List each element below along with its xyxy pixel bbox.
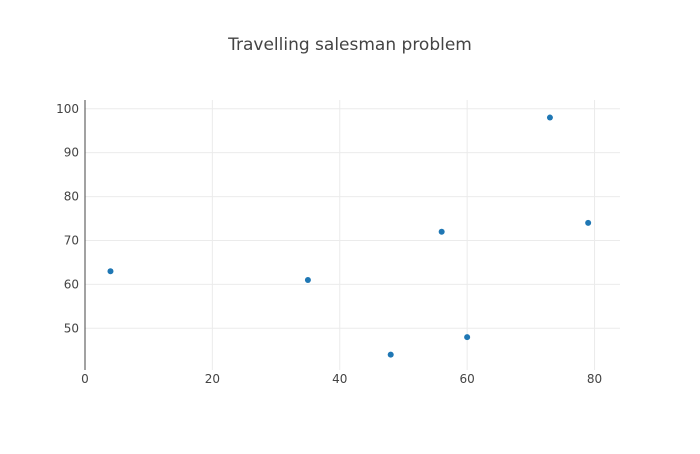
y-tick-label: 70 [64, 233, 79, 247]
data-point[interactable] [546, 114, 553, 121]
data-points [107, 114, 592, 358]
tick-labels: 0 20 40 60 80 50 60 70 80 90 100 [56, 102, 602, 386]
y-tick-label: 50 [64, 321, 79, 335]
x-tick-label: 80 [587, 372, 602, 386]
x-tick-label: 20 [205, 372, 220, 386]
x-tick-label: 60 [460, 372, 475, 386]
data-point[interactable] [304, 277, 311, 283]
y-tick-label: 80 [64, 190, 79, 204]
y-tick-label: 90 [64, 146, 79, 160]
x-tick-label: 0 [81, 372, 89, 386]
data-point[interactable] [464, 334, 471, 341]
x-tick-label: 40 [332, 372, 347, 386]
data-point[interactable] [387, 351, 394, 358]
chart-title: Travelling salesman problem [227, 35, 472, 55]
grid-lines [85, 100, 620, 370]
data-point[interactable] [107, 268, 114, 275]
data-point[interactable] [585, 219, 592, 226]
y-tick-label: 100 [56, 102, 79, 116]
y-tick-label: 60 [64, 277, 79, 291]
data-point[interactable] [438, 228, 445, 235]
